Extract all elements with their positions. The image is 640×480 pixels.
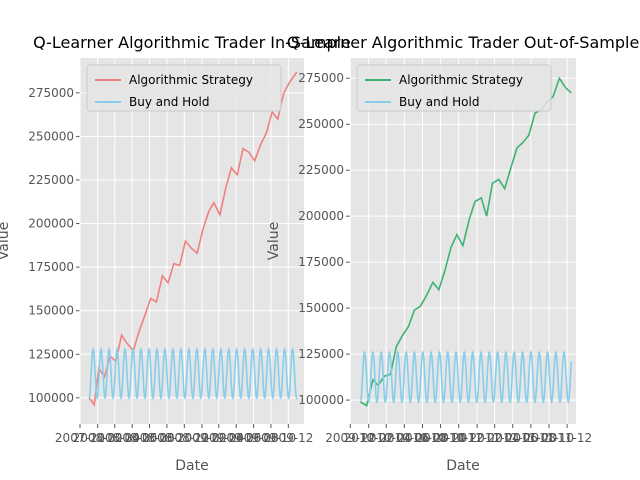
y-axis-label: Value — [0, 222, 12, 260]
y-tick-label: 250000 — [298, 117, 344, 131]
x-tick-label: 2011-12 — [542, 431, 592, 445]
y-tick-label: 200000 — [28, 217, 74, 231]
legend-box — [86, 64, 282, 112]
x-tick-label: 2011-04 — [470, 431, 520, 445]
x-tick-label: 2010-12 — [434, 431, 484, 445]
x-tick-label: 2010-04 — [361, 431, 411, 445]
chart-title: Q-Learner Algorithmic Trader Out-of-Samp… — [287, 33, 640, 52]
legend-label: Algorithmic Strategy — [399, 73, 523, 87]
y-tick-label: 275000 — [28, 86, 74, 100]
y-tick-label: 125000 — [298, 347, 344, 361]
x-tick-label: 2009-10 — [246, 431, 296, 445]
x-tick-label: 2011-08 — [506, 431, 556, 445]
x-axis-label: Date — [175, 458, 208, 474]
x-tick-label: 2008-06 — [107, 431, 157, 445]
series-line-algorithmic-strategy — [359, 76, 572, 407]
chart-title: Q-Learner Algorithmic Trader In-Sample — [33, 33, 351, 52]
x-tick-label: 2008-08 — [124, 431, 174, 445]
chart-out-of-sample: 100000 125000 150000 175000 200000 225000 2500… — [266, 33, 639, 474]
legend-label: Buy and Hold — [129, 95, 209, 109]
y-tick-label: 250000 — [28, 129, 74, 143]
x-tick-label: 2008-04 — [90, 431, 140, 445]
y-tick-label: 275000 — [298, 71, 344, 85]
x-tick-label: 2010-08 — [397, 431, 447, 445]
x-tick-label: 2007-12 — [55, 431, 105, 445]
x-tick-label: 2011-02 — [452, 431, 502, 445]
y-tick-label: 225000 — [28, 173, 74, 187]
y-tick-label: 125000 — [28, 347, 74, 361]
y-axis-label: Value — [266, 222, 282, 260]
legend-label: Buy and Hold — [399, 95, 479, 109]
x-tick-label: 2009-12 — [325, 431, 375, 445]
x-tick-label: 2008-12 — [159, 431, 209, 445]
y-tick-label: 175000 — [28, 260, 74, 274]
x-axis-label: Date — [446, 458, 479, 474]
chart-in-sample: 100000 125000 150000 175000 200000 225000 2500… — [0, 33, 351, 474]
x-tick-label: 2010-10 — [416, 431, 466, 445]
series-line-buy-and-hold — [88, 347, 298, 401]
series-line-buy-and-hold — [359, 350, 572, 404]
y-tick-label: 100000 — [28, 391, 74, 405]
x-tick-label: 2008-10 — [142, 431, 192, 445]
x-tick-label: 2009-08 — [228, 431, 278, 445]
x-tick-label: 2010-02 — [344, 431, 394, 445]
x-tick-label: 2009-02 — [177, 431, 227, 445]
x-tick-label: 2008-02 — [73, 431, 123, 445]
y-tick-label: 150000 — [298, 301, 344, 315]
y-tick-label: 175000 — [298, 255, 344, 269]
y-tick-label: 225000 — [298, 163, 344, 177]
y-tick-label: 200000 — [298, 209, 344, 223]
legend-box — [356, 64, 552, 112]
legend-label: Algorithmic Strategy — [129, 73, 253, 87]
x-tick-label: 2009-12 — [263, 431, 313, 445]
y-tick-label: 100000 — [298, 393, 344, 407]
series-line-algorithmic-strategy — [88, 71, 298, 407]
x-tick-label: 2010-06 — [379, 431, 429, 445]
y-tick-label: 150000 — [28, 304, 74, 318]
x-tick-label: 2011-10 — [524, 431, 574, 445]
x-tick-label: 2009-04 — [194, 431, 244, 445]
x-tick-label: 2011-06 — [488, 431, 538, 445]
x-tick-label: 2009-06 — [211, 431, 261, 445]
